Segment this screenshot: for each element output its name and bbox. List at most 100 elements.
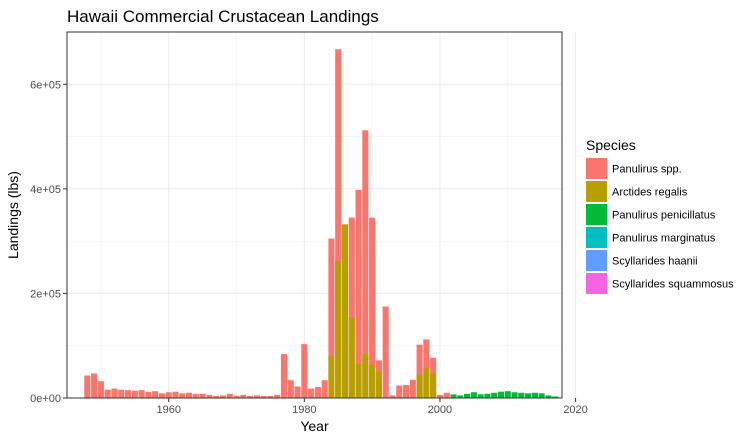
bar-panulirus-spp bbox=[382, 306, 389, 398]
bar-panulirus-penicillatus bbox=[477, 394, 484, 398]
bar-panulirus-spp bbox=[91, 373, 98, 398]
x-tick-label: 2000 bbox=[428, 404, 452, 416]
bar-panulirus-penicillatus bbox=[511, 392, 518, 398]
bar-panulirus-spp bbox=[308, 388, 315, 398]
y-tick-label: 4e+05 bbox=[30, 184, 61, 196]
bar-panulirus-penicillatus bbox=[470, 392, 477, 398]
bar-panulirus-spp bbox=[240, 394, 247, 398]
plot-border bbox=[66, 31, 563, 399]
bar-arctides-regalis bbox=[355, 364, 362, 398]
bar-panulirus-spp bbox=[287, 380, 294, 398]
bar-panulirus-spp bbox=[213, 395, 220, 398]
bar-panulirus-spp bbox=[219, 395, 227, 398]
legend-key bbox=[586, 158, 607, 179]
bar-panulirus-spp bbox=[247, 395, 254, 398]
legend-label: Scyllarides haanii bbox=[612, 256, 698, 268]
x-tick-label: 1980 bbox=[292, 404, 316, 416]
bar-panulirus-spp bbox=[233, 395, 240, 398]
bar-panulirus-spp bbox=[301, 344, 308, 398]
bar-panulirus-spp bbox=[321, 380, 328, 398]
bar-panulirus-spp bbox=[199, 393, 206, 398]
bar-panulirus-penicillatus bbox=[491, 392, 498, 398]
legend-key bbox=[586, 250, 607, 271]
bar-panulirus-spp bbox=[362, 130, 369, 398]
bar-panulirus-spp bbox=[124, 390, 132, 398]
bar-arctides-regalis bbox=[430, 373, 437, 398]
bar-panulirus-spp bbox=[396, 385, 403, 398]
bar-arctides-regalis bbox=[369, 365, 376, 398]
bar-panulirus-spp bbox=[267, 395, 274, 398]
x-tick-label: 2020 bbox=[563, 404, 587, 416]
bar-arctides-regalis bbox=[328, 356, 335, 398]
bar-panulirus-penicillatus bbox=[531, 392, 538, 398]
bar-panulirus-spp bbox=[335, 49, 342, 399]
x-axis-title: Year bbox=[300, 418, 329, 434]
bar-panulirus-spp bbox=[314, 387, 321, 398]
bar-panulirus-spp bbox=[443, 392, 450, 398]
bar-panulirus-penicillatus bbox=[484, 393, 491, 398]
bar-panulirus-spp bbox=[280, 354, 288, 398]
legend-label: Scyllarides squammosus bbox=[612, 279, 734, 291]
bar-arctides-regalis bbox=[341, 224, 349, 398]
bars bbox=[84, 49, 559, 399]
bar-panulirus-spp bbox=[260, 395, 267, 398]
bar-panulirus-spp bbox=[436, 394, 443, 398]
bar-panulirus-penicillatus bbox=[464, 393, 471, 398]
legend-key bbox=[586, 227, 607, 248]
bar-panulirus-penicillatus bbox=[552, 396, 559, 398]
bar-panulirus-penicillatus bbox=[457, 395, 464, 398]
legend-title: Species bbox=[586, 137, 636, 153]
bar-panulirus-penicillatus bbox=[450, 394, 457, 398]
bar-panulirus-penicillatus bbox=[497, 391, 505, 398]
legend-label: Arctides regalis bbox=[612, 187, 688, 199]
bar-panulirus-spp bbox=[206, 394, 213, 398]
bar-panulirus-spp bbox=[152, 391, 159, 398]
bar-panulirus-spp bbox=[172, 391, 179, 398]
legend-label: Panulirus spp. bbox=[612, 164, 682, 176]
legend: Species Panulirus spp. Arctides regalis Pa… bbox=[586, 137, 734, 294]
bar-arctides-regalis bbox=[362, 354, 369, 398]
y-tick-label: 2e+05 bbox=[30, 288, 61, 300]
bar-panulirus-spp bbox=[165, 392, 172, 398]
bar-panulirus-spp bbox=[294, 386, 301, 398]
bar-panulirus-spp bbox=[226, 393, 233, 398]
bar-arctides-regalis bbox=[348, 316, 355, 398]
bar-panulirus-spp bbox=[111, 388, 118, 398]
x-tick-label: 1960 bbox=[156, 404, 180, 416]
bar-panulirus-penicillatus bbox=[504, 391, 511, 398]
y-tick-label: 6e+05 bbox=[30, 79, 61, 91]
bar-panulirus-spp bbox=[104, 389, 111, 398]
bar-panulirus-penicillatus bbox=[518, 392, 525, 398]
bar-panulirus-spp bbox=[402, 384, 410, 398]
x-axis: 1960 1980 2000 2020 bbox=[156, 398, 588, 416]
bar-panulirus-spp bbox=[84, 375, 91, 398]
legend-label: Panulirus marginatus bbox=[612, 233, 716, 245]
bar-panulirus-spp bbox=[158, 393, 165, 398]
bar-panulirus-spp bbox=[328, 238, 335, 398]
bar-panulirus-spp bbox=[138, 390, 145, 398]
bar-panulirus-spp bbox=[118, 389, 125, 398]
bar-panulirus-spp bbox=[416, 344, 423, 398]
bar-panulirus-spp bbox=[97, 381, 104, 398]
legend-key bbox=[586, 204, 607, 225]
y-axis-title: Landings (lbs) bbox=[5, 171, 21, 259]
bar-panulirus-spp bbox=[145, 391, 152, 398]
bar-arctides-regalis bbox=[423, 368, 430, 398]
bar-panulirus-spp bbox=[348, 217, 355, 398]
bar-panulirus-spp bbox=[274, 394, 281, 398]
bar-arctides-regalis bbox=[416, 374, 423, 398]
plot-panel bbox=[67, 32, 562, 398]
bar-panulirus-penicillatus bbox=[538, 393, 545, 398]
bar-panulirus-spp bbox=[192, 393, 199, 398]
legend-key bbox=[586, 181, 607, 202]
y-axis: 0e+00 2e+05 4e+05 6e+05 bbox=[30, 79, 67, 405]
bar-panulirus-spp bbox=[253, 395, 260, 398]
bar-panulirus-spp bbox=[355, 189, 362, 398]
chart-title: Hawaii Commercial Crustacean Landings bbox=[67, 7, 379, 26]
bar-panulirus-spp bbox=[179, 393, 186, 398]
bar-arctides-regalis bbox=[375, 371, 382, 398]
legend-label: Panulirus penicillatus bbox=[612, 210, 716, 222]
legend-key bbox=[586, 273, 607, 294]
bar-panulirus-spp bbox=[369, 217, 376, 398]
